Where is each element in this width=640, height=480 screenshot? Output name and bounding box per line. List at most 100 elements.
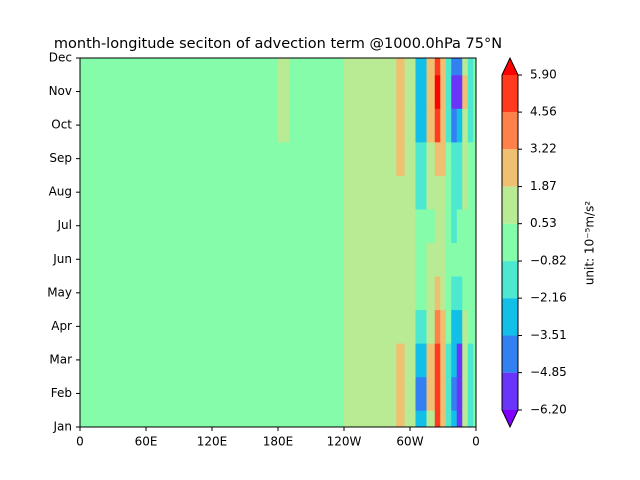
contour-cell — [440, 108, 447, 143]
contour-cell — [278, 376, 290, 411]
contour-cell — [426, 343, 436, 378]
contour-cell — [344, 343, 397, 378]
contour-cell — [344, 208, 397, 243]
contour-cell — [445, 58, 452, 76]
contour-cell — [456, 74, 463, 109]
contour-cell — [404, 309, 416, 344]
contour-cell — [415, 343, 427, 378]
contour-cell — [451, 376, 458, 411]
contour-cell — [445, 309, 452, 344]
contour-cell — [396, 175, 405, 210]
contour-cell — [415, 74, 427, 109]
contour-cell — [456, 141, 463, 176]
contour-cell — [451, 208, 458, 243]
contour-cell — [451, 276, 458, 311]
x-tick-label: 0 — [76, 435, 84, 449]
contour-cell — [404, 141, 416, 176]
contour-cell — [434, 58, 441, 76]
contour-cell — [456, 410, 463, 427]
contour-cell — [80, 74, 177, 109]
contour-cell — [278, 309, 290, 344]
y-tick-label: Oct — [51, 118, 72, 132]
contour-cell — [415, 410, 427, 427]
contour-cell — [176, 410, 279, 427]
contour-cell — [462, 376, 469, 411]
contour-cell — [80, 208, 177, 243]
contour-cell — [344, 175, 397, 210]
contour-cell — [467, 175, 474, 210]
contour-cell — [289, 58, 345, 76]
contour-cell — [462, 141, 469, 176]
contour-cell — [344, 276, 397, 311]
contour-cell — [278, 108, 290, 143]
contour-cell — [434, 74, 441, 109]
y-tick-label: Apr — [51, 319, 72, 333]
colorbar-segment — [502, 335, 518, 373]
contour-cell — [426, 74, 436, 109]
colorbar-tick-label: 0.53 — [530, 216, 557, 230]
contour-cell — [440, 276, 447, 311]
contour-cell — [440, 376, 447, 411]
contour-cell — [445, 376, 452, 411]
contour-cell — [80, 141, 177, 176]
y-tick-label: Jan — [53, 420, 73, 434]
contour-cell — [289, 376, 345, 411]
contour-cell — [344, 376, 397, 411]
contour-cell — [278, 276, 290, 311]
contour-cell — [278, 343, 290, 378]
contour-cell — [289, 208, 345, 243]
contour-cell — [415, 108, 427, 143]
contour-cell — [456, 175, 463, 210]
contour-cell — [396, 309, 405, 344]
contour-cell — [462, 343, 469, 378]
contour-cell — [445, 410, 452, 427]
contour-cell — [462, 242, 469, 277]
contour-cell — [415, 376, 427, 411]
contour-cell — [426, 175, 436, 210]
contour-cell — [396, 410, 405, 427]
contour-cell — [426, 376, 436, 411]
contour-cell — [440, 242, 447, 277]
colorbar-tick-label: −2.16 — [530, 291, 567, 305]
contour-cell — [473, 108, 476, 143]
contour-cell — [404, 208, 416, 243]
y-tick-label: Jun — [52, 252, 72, 266]
contour-cell — [456, 343, 463, 378]
contour-cell — [467, 141, 474, 176]
contour-cell — [426, 141, 436, 176]
contour-cell — [289, 175, 345, 210]
contour-cell — [473, 242, 476, 277]
contour-cell — [404, 343, 416, 378]
contour-cell — [462, 208, 469, 243]
contour-cell — [426, 276, 436, 311]
colorbar-tick-label: −0.82 — [530, 254, 567, 268]
contour-cell — [467, 74, 474, 109]
contour-cell — [176, 276, 279, 311]
contour-cell — [289, 276, 345, 311]
contour-cell — [426, 410, 436, 427]
contour-cell — [426, 58, 436, 76]
contour-cell — [176, 208, 279, 243]
contour-cell — [467, 58, 474, 76]
y-tick-label: Nov — [49, 84, 72, 98]
contour-cell — [404, 242, 416, 277]
colorbar-segment — [502, 112, 518, 150]
contour-cell — [434, 208, 441, 243]
contour-cell — [80, 242, 177, 277]
contour-cell — [80, 376, 177, 411]
contour-cell — [278, 208, 290, 243]
contour-cell — [462, 276, 469, 311]
contour-cell — [467, 242, 474, 277]
contour-cell — [451, 309, 458, 344]
contour-cell — [415, 58, 427, 76]
contour-cell — [473, 208, 476, 243]
contour-cell — [456, 376, 463, 411]
contour-cell — [344, 58, 397, 76]
contour-cell — [404, 74, 416, 109]
x-tick-label: 0 — [472, 435, 480, 449]
contour-cell — [404, 276, 416, 311]
contour-cell — [445, 108, 452, 143]
contour-cell — [80, 410, 177, 427]
contour-cell — [456, 58, 463, 76]
contour-cell — [434, 108, 441, 143]
